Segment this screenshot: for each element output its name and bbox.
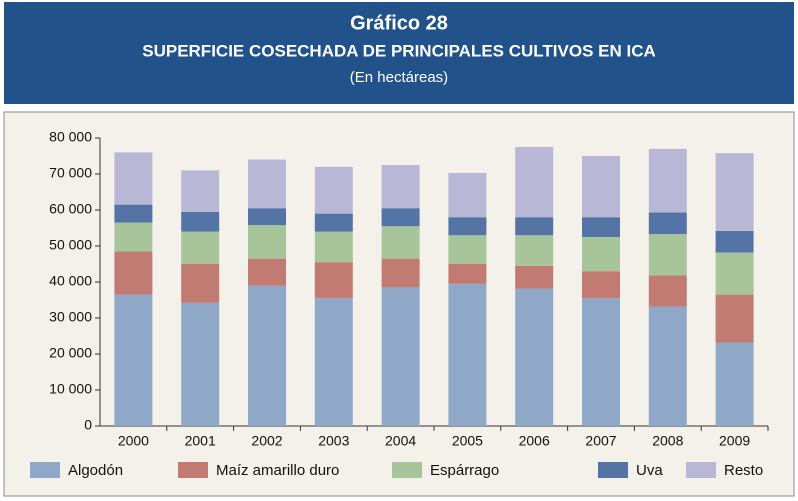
y-tick-label: 70 000 (49, 165, 92, 181)
x-tick-label: 2004 (385, 433, 416, 449)
bar-segment (648, 148, 687, 213)
bar-segment (515, 217, 554, 236)
y-tick-label: 20 000 (49, 345, 92, 361)
y-tick-label: 50 000 (49, 237, 92, 253)
x-tick-label: 2005 (452, 433, 483, 449)
bar-segment (582, 156, 620, 218)
legend-label: Maíz amarillo duro (216, 462, 339, 479)
bar-segment (181, 302, 220, 426)
bar-segment (515, 265, 554, 289)
bar-segment (181, 170, 220, 212)
bar-segment (248, 208, 286, 226)
bar-segment (648, 306, 687, 426)
bar-segment (314, 213, 353, 232)
bar-segment (381, 287, 420, 426)
x-tick-label: 2003 (318, 433, 349, 449)
legend-label: Espárrago (430, 462, 499, 479)
x-tick-label: 2008 (652, 433, 683, 449)
bar-segment (715, 294, 754, 343)
bar-segment (448, 217, 487, 236)
x-tick-label: 2009 (719, 433, 750, 449)
bar-segment (515, 288, 554, 426)
bar-segment (715, 153, 754, 231)
bar-segment (114, 222, 153, 252)
bar-segment (648, 212, 687, 235)
bar-segment (314, 231, 353, 263)
x-tick-label: 2006 (519, 433, 550, 449)
bar-segment (248, 285, 286, 426)
y-tick-label: 60 000 (49, 201, 92, 217)
legend-label: Uva (636, 462, 663, 479)
bar-segment (314, 262, 353, 299)
bar-segment (181, 264, 220, 303)
bar-segment (582, 217, 620, 237)
chart-subtitle: SUPERFICIE COSECHADA DE PRINCIPALES CULT… (142, 41, 656, 60)
bar-segment (314, 298, 353, 426)
bar-segment (648, 234, 687, 276)
bar-segment (448, 172, 487, 218)
legend-label: Resto (724, 462, 763, 479)
y-tick-label: 80 000 (49, 129, 92, 145)
bar-segment (114, 251, 153, 295)
bar-segment (381, 258, 420, 288)
bar-segment (448, 264, 487, 284)
bar-segment (582, 271, 620, 299)
bar-segment (582, 298, 620, 426)
bar-segment (715, 342, 754, 426)
x-tick-label: 2000 (118, 433, 149, 449)
y-tick-label: 10 000 (49, 381, 92, 397)
bar-segment (648, 275, 687, 307)
bar-segment (515, 235, 554, 266)
legend-swatch (30, 462, 60, 478)
legend-swatch (686, 462, 716, 478)
bar-segment (248, 225, 286, 259)
bar-segment (314, 166, 353, 214)
bar-segment (181, 231, 220, 264)
header-band (4, 2, 794, 104)
x-tick-label: 2001 (185, 433, 216, 449)
unit-note: (En hectáreas) (350, 69, 448, 86)
bar-segment (248, 258, 286, 286)
bar-segment (715, 230, 754, 253)
bar-segment (515, 147, 554, 218)
bar-segment (381, 208, 420, 227)
legend-swatch (598, 462, 628, 478)
x-tick-label: 2007 (585, 433, 616, 449)
y-tick-label: 40 000 (49, 273, 92, 289)
bar-segment (448, 283, 487, 426)
bar-segment (582, 237, 620, 272)
y-tick-label: 30 000 (49, 309, 92, 325)
legend-swatch (178, 462, 208, 478)
bar-segment (715, 252, 754, 295)
bar-segment (114, 204, 153, 223)
legend-label: Algodón (68, 462, 123, 479)
x-tick-label: 2002 (251, 433, 282, 449)
bar-segment (381, 226, 420, 259)
y-tick-label: 0 (84, 417, 92, 433)
bar-segment (248, 159, 286, 209)
bar-segment (448, 235, 487, 264)
bar-segment (114, 294, 153, 426)
bar-segment (114, 152, 153, 205)
legend-swatch (392, 462, 422, 478)
chart-title: Gráfico 28 (350, 12, 448, 34)
bar-segment (181, 211, 220, 232)
bar-segment (381, 165, 420, 209)
